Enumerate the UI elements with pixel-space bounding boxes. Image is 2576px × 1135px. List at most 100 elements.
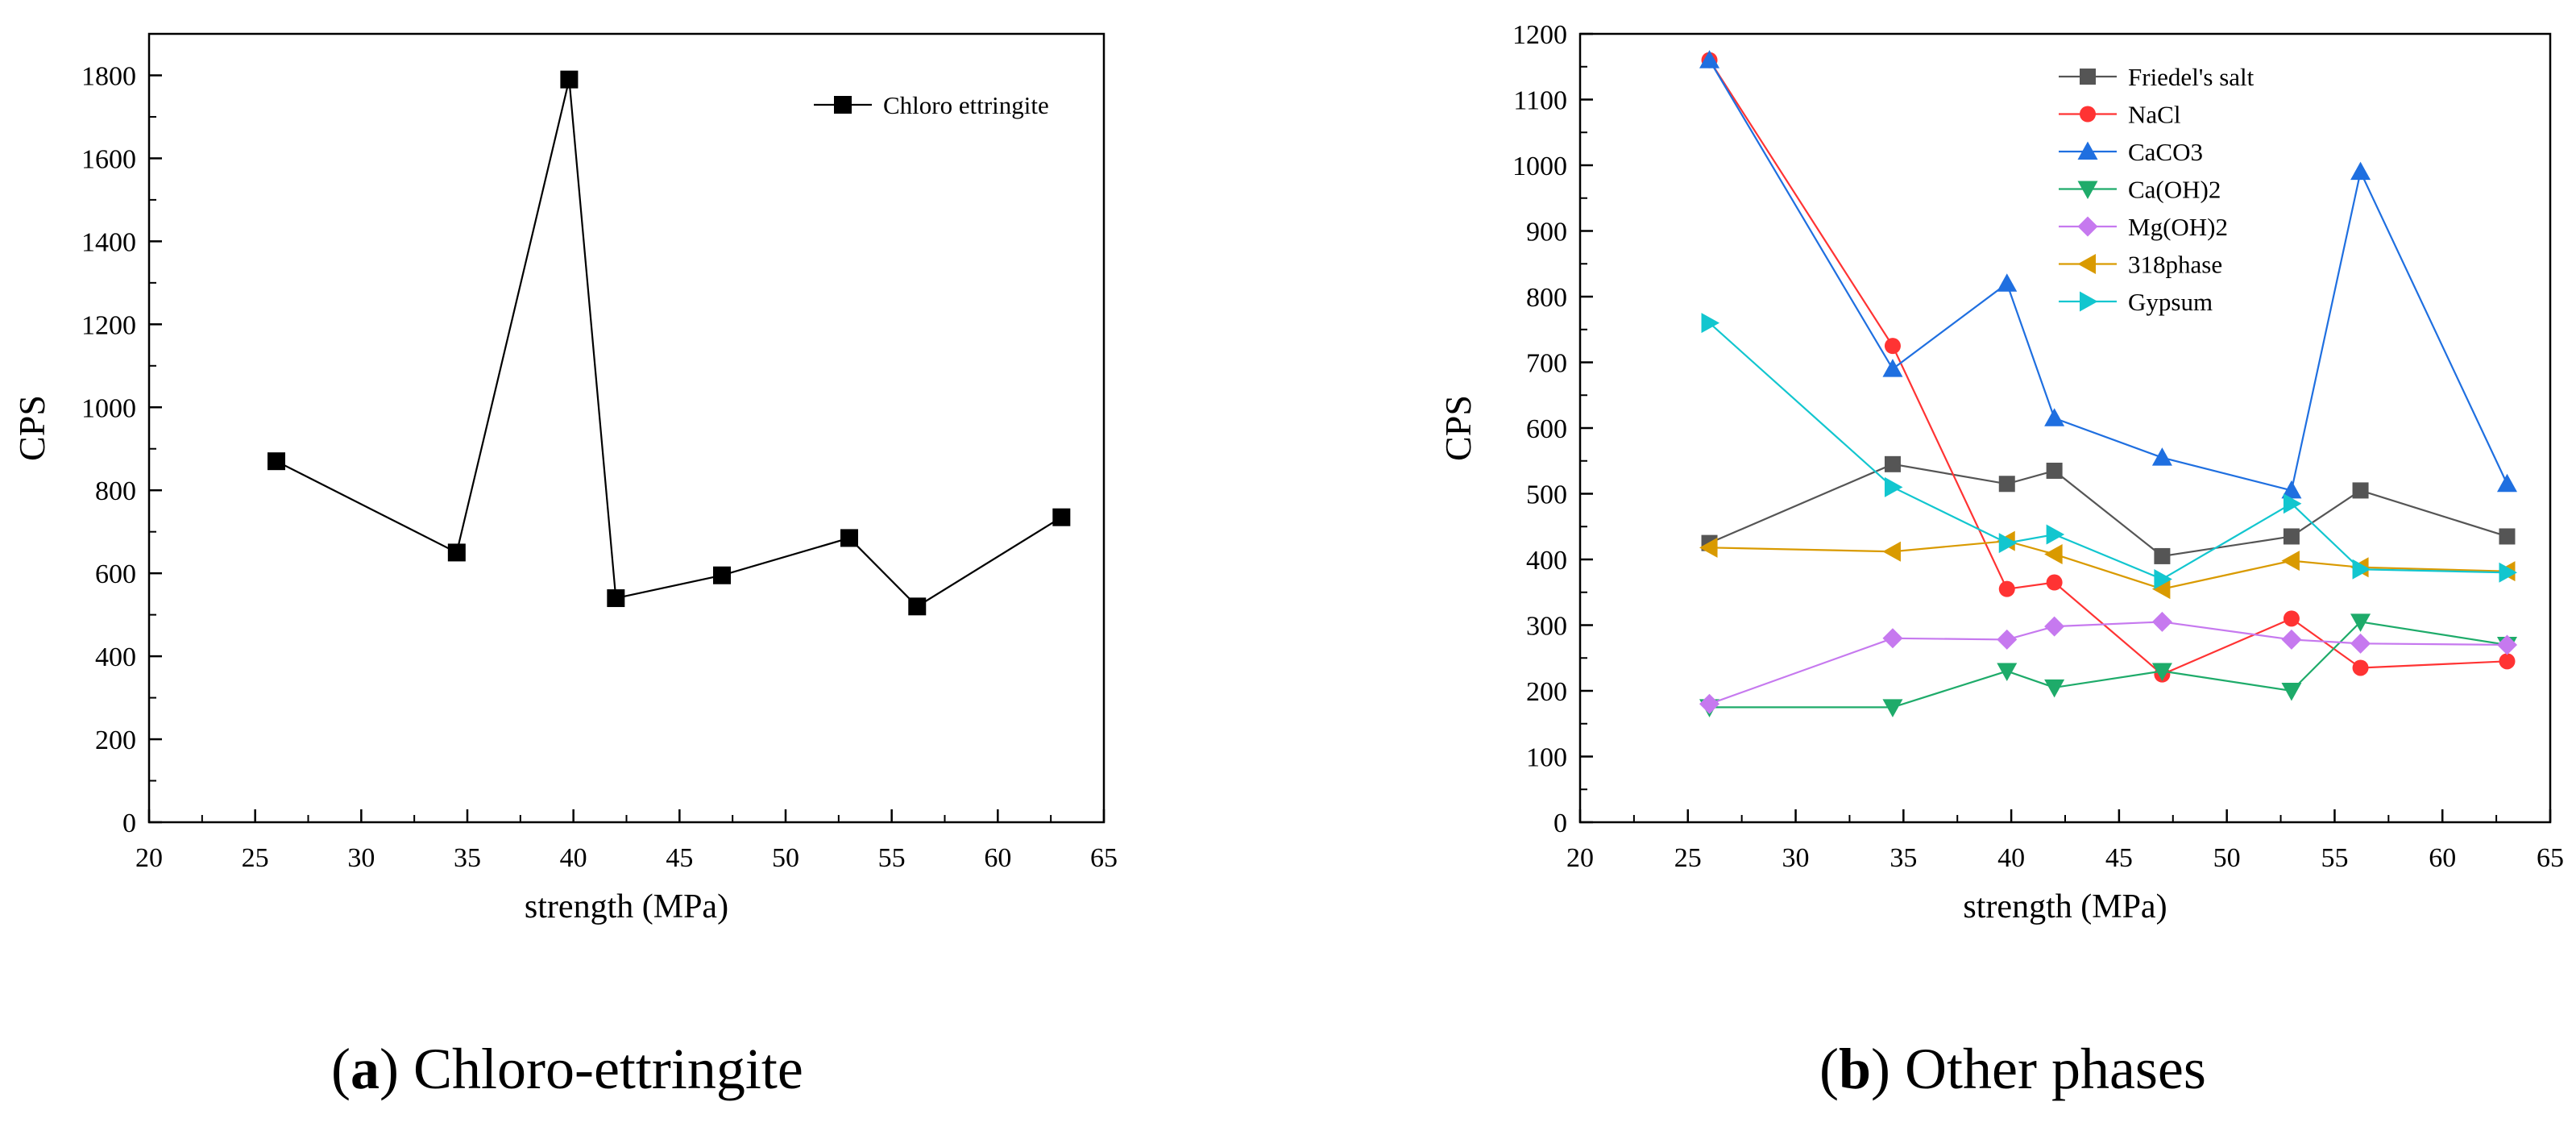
- legend-label: NaCl: [2128, 101, 2180, 129]
- y-tick-label: 900: [1526, 218, 1567, 247]
- y-tick-label: 300: [1526, 612, 1567, 642]
- legend-entry: Chloro ettringite: [814, 91, 1049, 119]
- y-tick-label: 1800: [81, 61, 136, 91]
- x-tick-label: 60: [2429, 843, 2456, 873]
- data-point: [560, 70, 579, 89]
- data-point: [1998, 580, 2015, 597]
- data-point: [2044, 616, 2065, 637]
- legend-label: Chloro ettringite: [883, 91, 1049, 119]
- data-point: [2151, 447, 2172, 466]
- series-friedel-s-salt: [1701, 455, 2516, 564]
- x-tick-label: 40: [1997, 843, 2025, 873]
- legend-label: Ca(OH)2: [2128, 176, 2221, 204]
- y-tick-label: 1200: [81, 310, 136, 340]
- legend-entry: Mg(OH)2: [2059, 213, 2228, 241]
- y-tick-label: 400: [1526, 546, 1567, 576]
- data-point: [2352, 659, 2369, 676]
- data-point: [268, 452, 285, 471]
- data-point: [1997, 663, 2018, 682]
- x-tick-label: 65: [2537, 843, 2564, 873]
- series-line: [1709, 463, 2508, 558]
- x-axis-label: strength (MPa): [525, 888, 728, 925]
- chart-panel-a: 20 25 30 35 40 45 50 55 60 65 0 200 400 600 800 1000 120…: [11, 32, 1118, 925]
- x-tick-label: 50: [2213, 843, 2241, 873]
- data-point: [607, 589, 625, 608]
- y-tick-label: 1000: [1512, 152, 1567, 181]
- series-line: [276, 79, 1062, 608]
- legend-entry: Friedel's salt: [2059, 63, 2255, 91]
- x-tick-label: 55: [878, 843, 906, 873]
- y-tick-label: 200: [1526, 677, 1567, 707]
- legend-entry: 318phase: [2059, 251, 2222, 279]
- legend-entry: NaCl: [2059, 101, 2180, 129]
- series-chloro-ettringite: [268, 70, 1071, 616]
- data-point: [1884, 338, 1901, 355]
- y-tick-label: 400: [95, 642, 136, 672]
- legend-label: Gypsum: [2128, 288, 2213, 316]
- legend-marker: [2077, 254, 2096, 274]
- data-point: [2044, 408, 2065, 426]
- data-point: [2046, 524, 2065, 545]
- x-axis-label: strength (MPa): [1963, 888, 2167, 925]
- x-tick-label: 60: [984, 843, 1011, 873]
- x-tick-label: 30: [1782, 843, 1810, 873]
- data-point: [1699, 50, 1720, 69]
- x-tick-label: 25: [242, 843, 269, 873]
- y-tick-label: 1100: [1513, 86, 1567, 116]
- data-point: [2154, 547, 2171, 564]
- x-tick-label: 30: [347, 843, 375, 873]
- data-point: [2281, 629, 2302, 650]
- data-point: [1052, 508, 1071, 526]
- data-point: [1699, 693, 1720, 714]
- data-point: [2499, 528, 2516, 545]
- y-tick-label: 1600: [81, 144, 136, 174]
- data-point: [1882, 628, 1903, 649]
- legend-marker: [2080, 69, 2096, 85]
- y-tick-label: 200: [95, 725, 136, 755]
- x-tick-label: 25: [1674, 843, 1702, 873]
- data-point: [1997, 629, 2018, 650]
- data-point: [2283, 493, 2302, 514]
- legend-marker: [2080, 291, 2098, 312]
- y-tick-label: 1200: [1512, 20, 1567, 50]
- data-point: [908, 597, 927, 616]
- y-tick-label: 0: [1553, 809, 1567, 838]
- y-tick-label: 1000: [81, 393, 136, 423]
- x-tick-label: 35: [454, 843, 481, 873]
- data-point: [2499, 653, 2516, 670]
- x-tick-label: 55: [2321, 843, 2348, 873]
- data-point: [1998, 533, 2018, 554]
- series-caco3: [1699, 50, 2517, 499]
- series-line: [1709, 540, 2508, 590]
- legend-marker: [2080, 106, 2096, 123]
- x-tick-label: 45: [2105, 843, 2133, 873]
- series-mg-oh-2: [1699, 611, 2517, 714]
- x-tick-label: 45: [666, 843, 693, 873]
- y-tick-label: 600: [1526, 414, 1567, 444]
- legend-marker: [2077, 181, 2098, 199]
- series-line: [1708, 322, 2508, 580]
- data-point: [2283, 528, 2300, 545]
- legend-entry: Ca(OH)2: [2059, 176, 2221, 204]
- x-tick-label: 40: [560, 843, 587, 873]
- data-point: [1882, 699, 1903, 717]
- data-point: [2281, 551, 2300, 572]
- series-line: [1709, 621, 2508, 709]
- y-tick-label: 1400: [81, 227, 136, 257]
- data-point: [1699, 537, 1718, 558]
- legend-label: CaCO3: [2128, 138, 2203, 166]
- data-point: [2350, 613, 2371, 632]
- y-tick-label: 800: [95, 476, 136, 506]
- data-point: [2496, 634, 2517, 655]
- y-tick-label: 700: [1526, 349, 1567, 379]
- series-line: [1709, 621, 2508, 705]
- data-point: [713, 566, 731, 584]
- data-point: [2350, 633, 2371, 654]
- data-point: [2352, 559, 2371, 580]
- data-point: [2154, 568, 2172, 589]
- data-point: [2151, 611, 2172, 632]
- data-point: [2044, 543, 2063, 564]
- series-nacl: [1701, 52, 2516, 683]
- data-point: [2281, 683, 2302, 701]
